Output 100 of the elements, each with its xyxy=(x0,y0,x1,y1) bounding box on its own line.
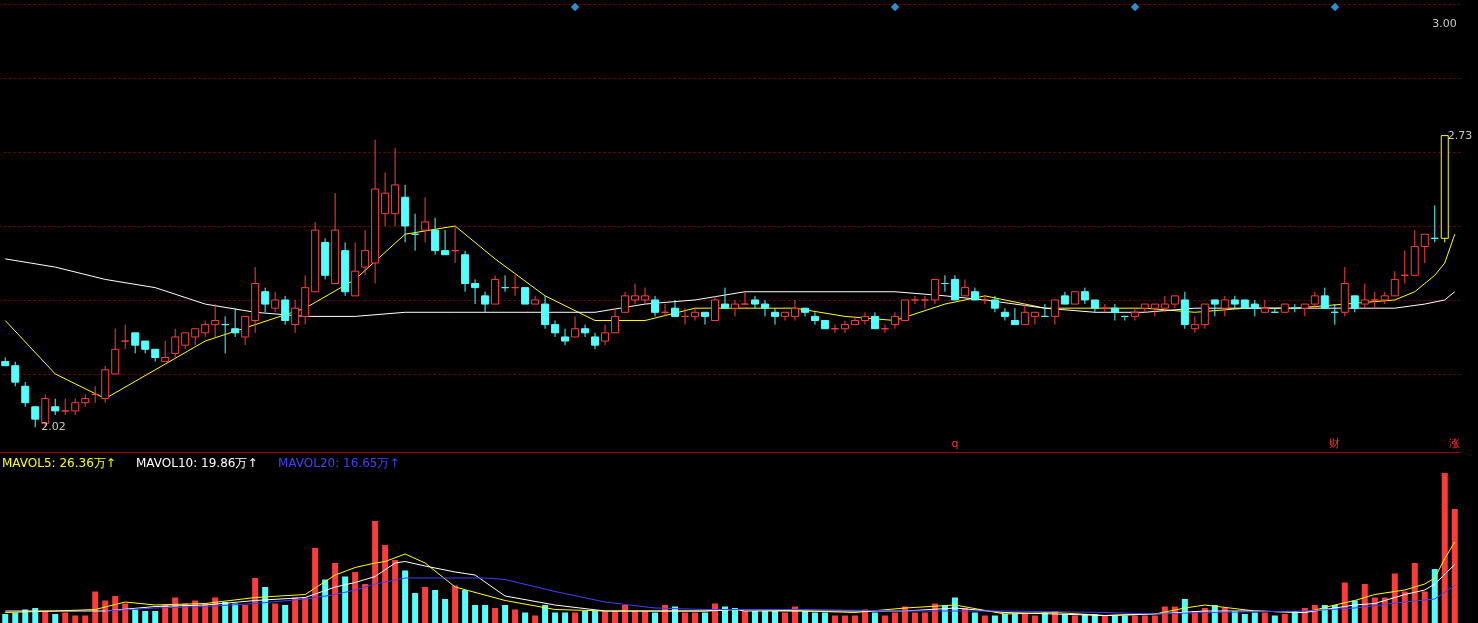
candlestick xyxy=(780,311,789,322)
bar xyxy=(302,597,309,623)
bar xyxy=(1451,509,1458,623)
bar xyxy=(1131,615,1138,623)
bar xyxy=(1071,615,1078,623)
candlestick xyxy=(11,361,20,387)
bar xyxy=(592,611,599,623)
candlestick xyxy=(421,196,430,243)
bar xyxy=(1441,473,1448,623)
candlestick xyxy=(900,299,909,322)
candlestick xyxy=(701,311,710,326)
bar xyxy=(1031,615,1038,623)
candlestick xyxy=(1390,270,1399,297)
candlestick xyxy=(770,307,779,326)
candlestick xyxy=(621,291,630,313)
bar xyxy=(841,615,848,623)
candlestick xyxy=(561,328,570,346)
bar xyxy=(642,611,649,623)
candlestick xyxy=(860,311,869,326)
bar xyxy=(442,599,449,623)
bar xyxy=(771,611,778,623)
annotation: 财 xyxy=(1329,437,1341,450)
bar xyxy=(132,609,139,623)
candlestick xyxy=(1360,283,1369,309)
bar xyxy=(921,612,928,623)
candlestick xyxy=(281,295,290,326)
bar xyxy=(1021,614,1028,623)
candlestick xyxy=(960,278,969,297)
text: MAVOL20: 16.65万↑ xyxy=(278,456,400,470)
candlestick xyxy=(920,295,929,309)
bar xyxy=(282,605,289,623)
bar xyxy=(432,590,439,623)
bar xyxy=(1341,582,1348,623)
bar xyxy=(632,611,639,623)
candlestick xyxy=(171,328,180,358)
candlestick xyxy=(431,217,440,256)
bar xyxy=(612,611,619,623)
bar xyxy=(891,612,898,623)
bar xyxy=(991,615,998,623)
bar xyxy=(652,612,659,623)
candlestick xyxy=(541,295,550,330)
candlestick xyxy=(441,229,450,256)
text: MAVOL5: 26.36万↑ xyxy=(2,456,116,470)
bar xyxy=(911,612,918,623)
candlestick xyxy=(161,340,170,363)
bar xyxy=(532,615,539,623)
bar xyxy=(1011,614,1018,623)
bar xyxy=(332,563,339,623)
bar xyxy=(781,612,788,623)
candlestick xyxy=(760,299,769,317)
bar xyxy=(492,608,499,623)
candlestick xyxy=(581,324,590,338)
bar xyxy=(1271,615,1278,623)
bar xyxy=(562,612,569,623)
bar xyxy=(552,612,559,623)
candlestick xyxy=(691,307,700,322)
bar xyxy=(1001,614,1008,623)
bar xyxy=(971,612,978,623)
candlestick xyxy=(471,278,480,305)
candlestick xyxy=(721,287,729,309)
bar xyxy=(352,572,359,623)
candlestick xyxy=(711,295,720,322)
candlestick xyxy=(980,295,989,305)
bar xyxy=(732,608,738,623)
bar xyxy=(682,612,689,623)
candlestick xyxy=(241,315,250,346)
bar xyxy=(272,603,279,623)
bar xyxy=(1281,614,1288,623)
bar xyxy=(2,614,9,623)
candlestick xyxy=(671,299,680,317)
candlestick xyxy=(1010,307,1019,326)
candlestick xyxy=(291,299,300,334)
bar xyxy=(62,612,69,623)
bar xyxy=(1261,612,1268,623)
bar xyxy=(392,560,399,623)
text: MAVOL10: 19.86万↑ xyxy=(136,456,258,470)
candlestick xyxy=(481,291,490,313)
bar xyxy=(811,612,818,623)
candlestick xyxy=(890,311,899,330)
bar xyxy=(472,605,479,623)
candlestick xyxy=(731,299,739,317)
candlestick xyxy=(1220,295,1229,317)
candlestick xyxy=(271,291,280,313)
bar xyxy=(851,615,858,623)
candlestick xyxy=(810,311,819,326)
candlestick xyxy=(1000,307,1009,322)
bar xyxy=(542,605,549,623)
bar xyxy=(1241,614,1248,623)
bar xyxy=(452,585,459,623)
candlestick xyxy=(740,291,749,305)
candlestick xyxy=(641,287,650,305)
candlestick xyxy=(601,324,610,346)
bar xyxy=(252,578,259,623)
annotation: q xyxy=(951,437,959,450)
candlestick xyxy=(261,287,270,313)
candlestick xyxy=(930,278,939,305)
bar xyxy=(372,521,379,623)
bar xyxy=(412,593,419,623)
bar xyxy=(152,611,159,623)
annotation: 3.00 xyxy=(1432,17,1457,30)
